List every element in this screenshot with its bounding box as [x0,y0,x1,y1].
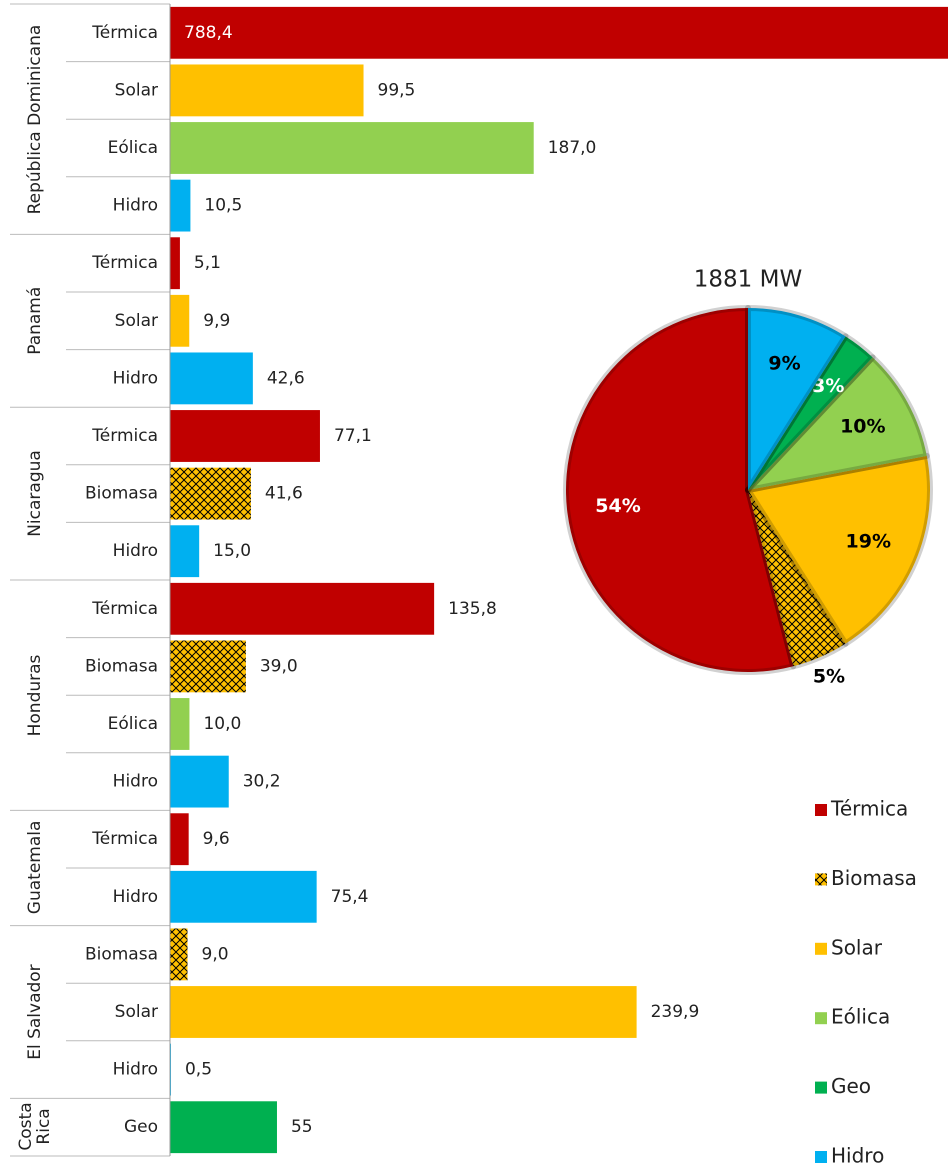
group-label: Costa Rica [16,1103,54,1152]
bar [170,179,191,232]
bar [170,582,435,635]
value-label: 187,0 [548,138,597,158]
value-label: 135,8 [448,599,497,619]
category-label: Biomasa [85,484,158,504]
legend-swatch [815,1151,827,1163]
bar [170,294,190,347]
legend-label: Geo [831,1074,871,1098]
bar [170,122,534,174]
value-label: 75,4 [331,887,369,907]
value-label: 9,0 [202,944,229,964]
group-label: Panamá [25,286,46,355]
category-label: Geo [124,1117,158,1137]
pie-value-label: 5% [813,666,845,688]
category-label: Eólica [108,138,158,158]
bar [170,1101,277,1154]
category-label: Hidro [113,1060,158,1080]
bar [170,698,190,750]
bar [170,928,188,981]
group-label: República Dominicana [25,24,46,215]
bar [170,410,320,462]
value-label: 41,6 [265,484,303,504]
value-label: 0,5 [185,1060,212,1080]
value-label: 9,9 [203,311,230,331]
legend-label: Térmica [830,797,908,821]
category-label: Eólica [108,714,158,734]
legend-label: Solar [831,935,883,959]
legend-swatch [815,804,827,816]
category-label: Térmica [91,253,158,273]
value-label: 39,0 [260,656,298,676]
bar [170,64,364,117]
pie-title: 1881 MW [694,267,802,293]
category-label: Hidro [113,196,158,216]
value-label: 55 [291,1117,313,1137]
group-label: El Salvador [25,964,46,1060]
legend-label: Hidro [831,1144,884,1168]
bar [170,237,180,290]
value-label: 10,0 [203,714,241,734]
legend-swatch [815,942,827,955]
bar [170,755,229,808]
pie-slice [745,354,930,493]
category-label: Térmica [91,829,158,849]
legend-swatch [815,1081,827,1094]
category-label: Térmica [91,23,158,43]
bar [170,352,253,405]
category-label: Biomasa [85,656,158,676]
category-label: Solar [115,80,158,100]
category-label: Hidro [113,368,158,388]
value-label: 77,1 [334,426,372,446]
value-label: 9,6 [203,829,230,849]
value-label: 788,4 [184,23,233,43]
value-label: 5,1 [194,253,221,273]
bar [170,525,200,578]
legend-label: Biomasa [831,866,917,890]
pie-slice [745,452,933,647]
value-label: 42,6 [267,368,305,388]
value-label: 10,5 [204,196,242,216]
group-label: Guatemala [25,821,46,915]
bar [170,870,317,923]
pie-value-label: 19% [846,531,891,553]
pie-value-label: 10% [840,415,885,437]
category-label: Térmica [91,599,158,619]
bar [170,640,246,693]
pie-slice [745,305,849,493]
category-label: Hidro [113,772,158,792]
legend-label: Eólica [831,1005,890,1029]
category-label: Hidro [113,541,158,561]
category-label: Térmica [91,426,158,446]
bar [170,813,189,866]
value-label: 30,2 [243,772,281,792]
legend-swatch [815,1012,827,1025]
pie-value-label: 3% [812,375,844,397]
pie-value-label: 54% [595,495,640,517]
value-label: 15,0 [213,541,251,561]
pie-value-label: 9% [768,353,800,375]
value-label: 99,5 [378,80,416,100]
category-label: Solar [115,311,158,331]
legend-swatch [815,873,827,886]
bar [170,986,637,1038]
bar [170,6,948,59]
category-label: Hidro [113,887,158,907]
bar [170,467,251,520]
category-label: Solar [115,1002,158,1022]
value-label: 239,9 [651,1002,700,1022]
category-label: Biomasa [85,944,158,964]
pie-slice [745,333,876,493]
pie-slice [563,305,797,675]
group-label: Honduras [25,654,46,737]
group-label: Nicaragua [25,450,46,537]
pie-slice [745,487,849,670]
